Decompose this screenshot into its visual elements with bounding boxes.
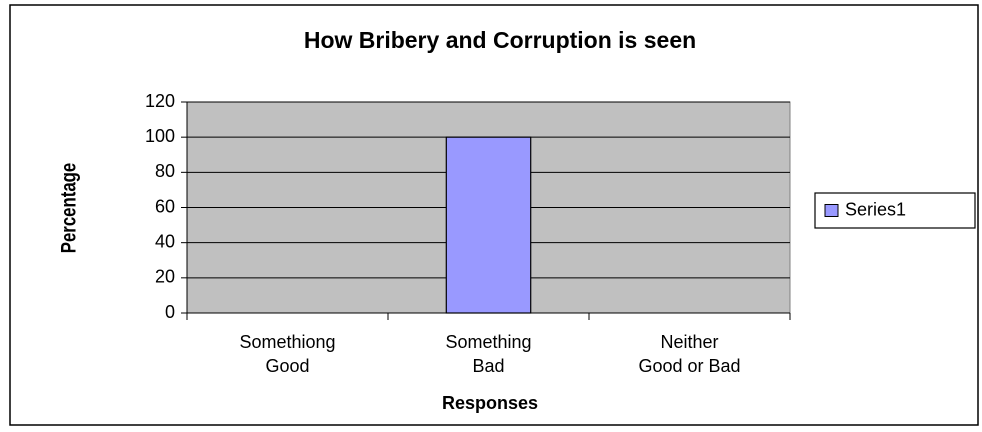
chart-title: How Bribery and Corruption is seen <box>304 27 696 53</box>
y-tick-label: 120 <box>145 91 175 111</box>
x-tick-label: Somethiong Good <box>239 332 336 376</box>
y-tick-label: 20 <box>155 267 175 287</box>
legend-swatch <box>824 204 839 217</box>
y-tick-label: 100 <box>145 126 175 146</box>
y-tick-label: 40 <box>155 231 175 251</box>
x-tick-label: Neither Good or Bad <box>638 332 741 376</box>
bar <box>445 136 532 314</box>
x-axis-label: Responses <box>442 393 538 413</box>
legend-label: Series1 <box>845 199 906 219</box>
y-tick-label: 60 <box>155 196 175 216</box>
legend-box <box>814 192 976 229</box>
y-axis-label: Percentage <box>58 163 81 254</box>
y-tick-label: 0 <box>165 302 175 322</box>
y-tick-label: 80 <box>155 161 175 181</box>
x-tick-label: Something Bad <box>445 332 532 376</box>
